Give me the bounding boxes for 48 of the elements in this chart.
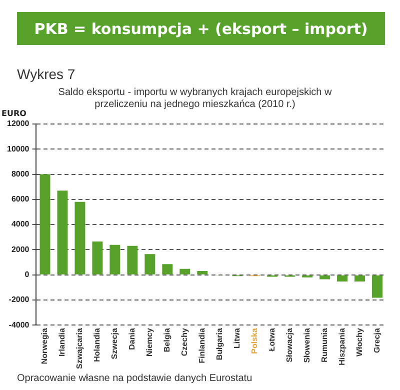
bar xyxy=(372,275,383,298)
text: Opracowanie własne na podstawie danych Eurostatu xyxy=(17,373,252,384)
y-axis-title: EURO xyxy=(2,109,27,118)
x-tick-label: Litwa xyxy=(232,328,242,349)
x-tick-label: Bułgaria xyxy=(215,328,224,360)
bar xyxy=(320,275,330,280)
bar xyxy=(162,264,173,274)
bar xyxy=(127,246,138,274)
y-tick-label: 10000 xyxy=(6,144,30,154)
x-tick-label: Holandia xyxy=(92,328,102,362)
bar xyxy=(197,271,208,274)
y-tick-label: 4000 xyxy=(11,220,30,229)
y-tick-label: 6000 xyxy=(11,194,30,204)
chart-title: Saldo eksportu - importu w wybranych krajach europejskich w przeliczeniu na jednego mieszkańca (2010 r.) xyxy=(58,86,333,110)
y-tick-label: 8000 xyxy=(11,169,30,178)
x-tick-label: Polska xyxy=(250,328,260,354)
bar xyxy=(92,242,103,274)
text: PKB = konsumpcja + (eksport – import) xyxy=(17,12,385,45)
bar xyxy=(180,268,190,274)
x-tick-label: Rumunia xyxy=(320,328,329,362)
x-tick-label: Łotwa xyxy=(268,328,277,352)
y-tick-label: 12000 xyxy=(6,119,30,128)
x-tick-label: Belgia xyxy=(162,328,172,352)
y-tick-label: 2000 xyxy=(11,244,30,254)
x-tick-label: Niemcy xyxy=(145,328,154,357)
x-tick-label: Dania xyxy=(128,328,137,350)
y-tick-label: -2000 xyxy=(8,295,30,304)
bar xyxy=(354,275,366,282)
text: Wykres 7 xyxy=(17,66,76,82)
x-tick-label: Słowenia xyxy=(302,328,312,363)
bar xyxy=(337,275,348,282)
x-tick-label: Szwajcaria xyxy=(75,328,84,370)
x-tick-label: Włochy xyxy=(354,328,364,357)
x-tick-label: Szwecja xyxy=(110,328,120,360)
x-tick-label: Czechy xyxy=(180,328,190,356)
bar xyxy=(110,244,120,274)
bar xyxy=(57,190,68,274)
x-tick-label: Hiszpania xyxy=(337,328,346,366)
x-tick-label: Finlandia xyxy=(198,328,207,364)
x-tick-label: Norwegia xyxy=(40,328,50,364)
x-tick-label: Irlandia xyxy=(58,328,67,357)
bar xyxy=(74,202,86,274)
x-tick-label: Słowacja xyxy=(285,328,294,362)
y-tick-label: -4000 xyxy=(8,320,30,330)
y-tick-label: 0 xyxy=(24,270,30,280)
x-tick-label: Grecja xyxy=(372,328,382,353)
bar xyxy=(144,254,156,274)
bar xyxy=(40,174,50,274)
